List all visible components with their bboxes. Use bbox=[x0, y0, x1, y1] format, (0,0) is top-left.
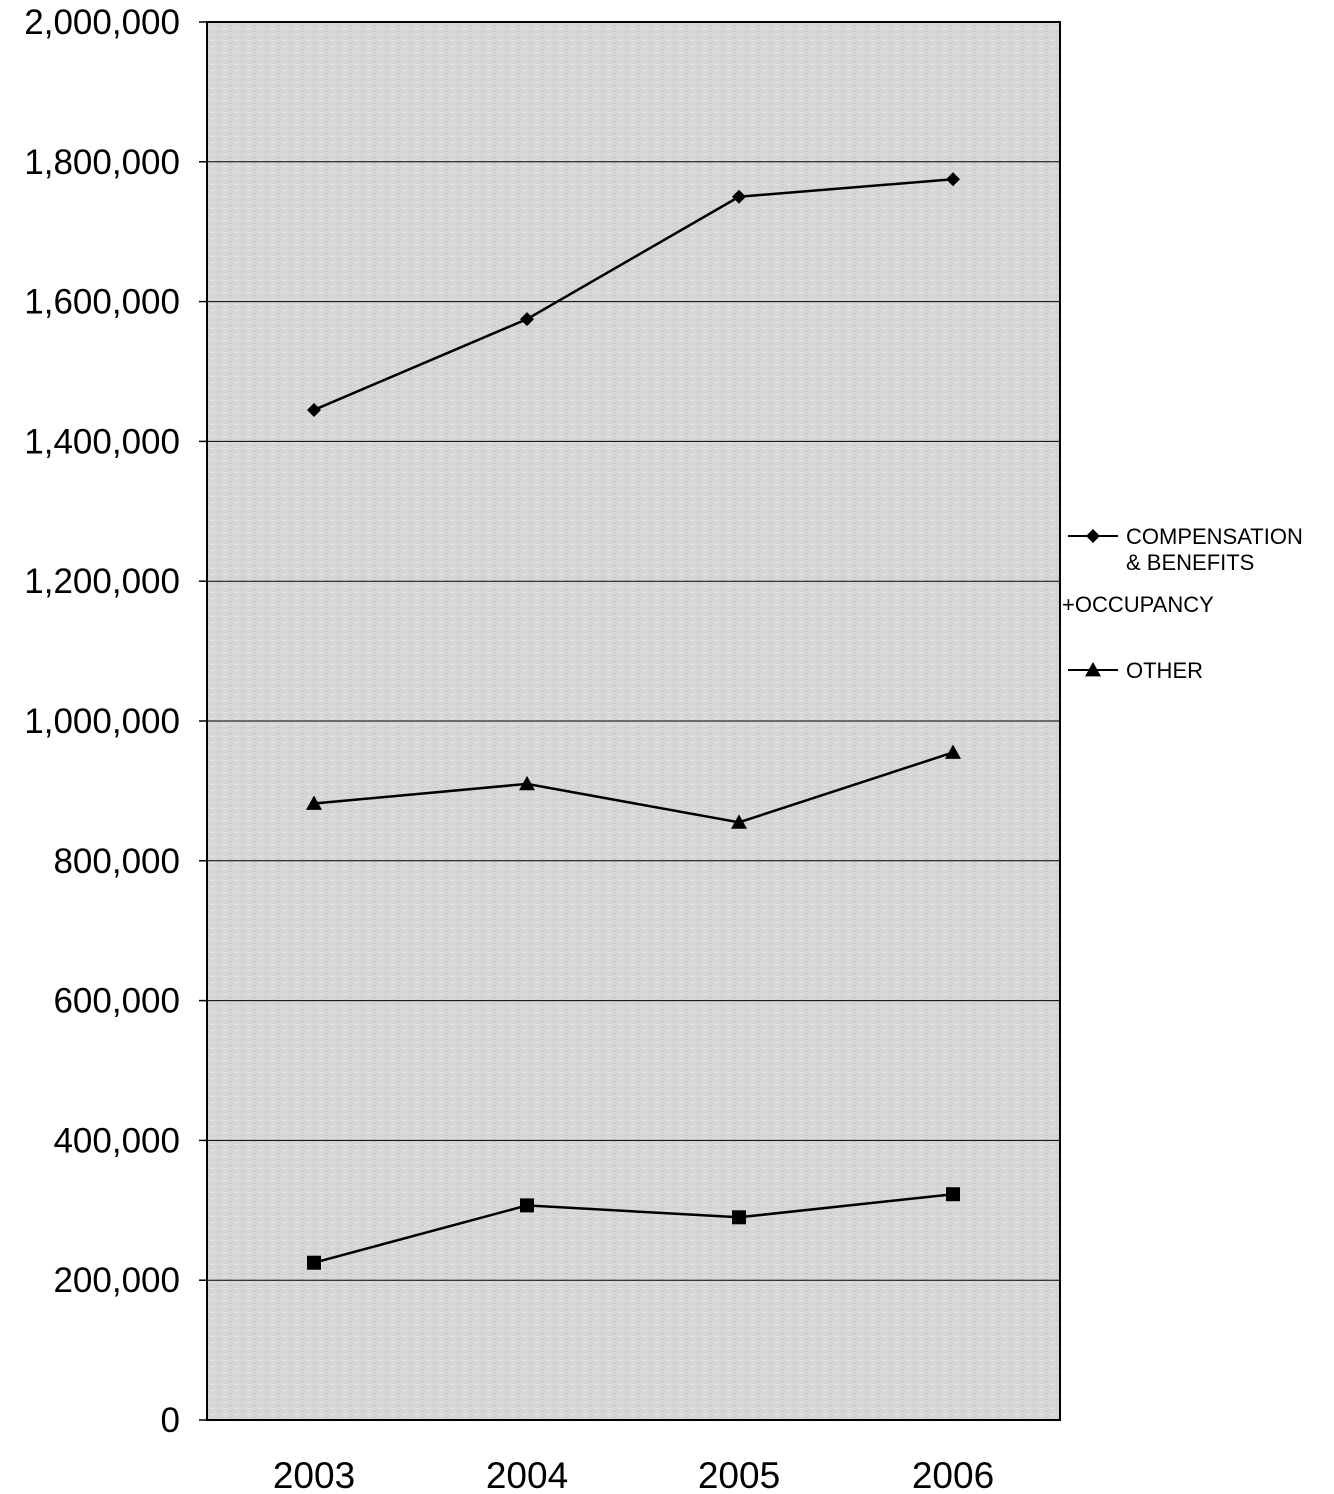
legend-marker bbox=[1086, 529, 1100, 543]
y-tick-label: 1,200,000 bbox=[24, 562, 180, 601]
data-point bbox=[520, 312, 534, 327]
x-tick-label: 2005 bbox=[698, 1455, 780, 1494]
data-point bbox=[946, 1187, 960, 1202]
y-tick-label: 1,800,000 bbox=[24, 143, 180, 182]
y-tick-label: 0 bbox=[161, 1401, 180, 1440]
legend-marker bbox=[1085, 662, 1101, 677]
y-tick-label: 1,400,000 bbox=[24, 422, 180, 461]
y-tick-label: 400,000 bbox=[53, 1121, 180, 1160]
legend: COMPENSATION& BENEFITS +OCCUPANCY OTHER bbox=[1062, 524, 1303, 683]
y-tick-label: 1,000,000 bbox=[24, 702, 180, 741]
x-tick-label: 2003 bbox=[273, 1455, 355, 1494]
y-tick-label: 800,000 bbox=[53, 842, 180, 881]
data-point bbox=[732, 189, 746, 204]
y-tick-label: 200,000 bbox=[53, 1261, 180, 1300]
legend-label: & BENEFITS bbox=[1126, 550, 1254, 575]
x-axis: 2003 2004 2005 2006 bbox=[273, 1455, 994, 1494]
y-tick-label: 1,600,000 bbox=[24, 283, 180, 322]
series-layer bbox=[306, 172, 961, 1270]
y-axis: 0 200,000 400,000 600,000 800,000 1,000,000 1,… bbox=[24, 3, 207, 1440]
data-point bbox=[307, 402, 321, 417]
data-point bbox=[732, 1210, 746, 1225]
y-tick-label: 2,000,000 bbox=[24, 3, 180, 42]
legend-label: OTHER bbox=[1126, 658, 1203, 683]
data-point bbox=[519, 775, 535, 791]
legend-label: +OCCUPANCY bbox=[1062, 592, 1214, 617]
series-line-0 bbox=[313, 178, 954, 412]
data-point bbox=[946, 172, 960, 187]
data-point bbox=[731, 814, 747, 829]
legend-label: COMPENSATION bbox=[1126, 524, 1303, 549]
y-tick-label: 600,000 bbox=[53, 982, 180, 1021]
data-point bbox=[306, 795, 322, 810]
gridlines bbox=[207, 161, 1060, 1281]
data-point bbox=[945, 744, 961, 759]
x-tick-label: 2006 bbox=[912, 1455, 994, 1494]
series-line-1 bbox=[313, 1192, 954, 1264]
data-point bbox=[307, 1255, 321, 1270]
series-line-2 bbox=[313, 751, 954, 824]
x-tick-label: 2004 bbox=[486, 1455, 568, 1494]
data-point bbox=[520, 1198, 534, 1213]
